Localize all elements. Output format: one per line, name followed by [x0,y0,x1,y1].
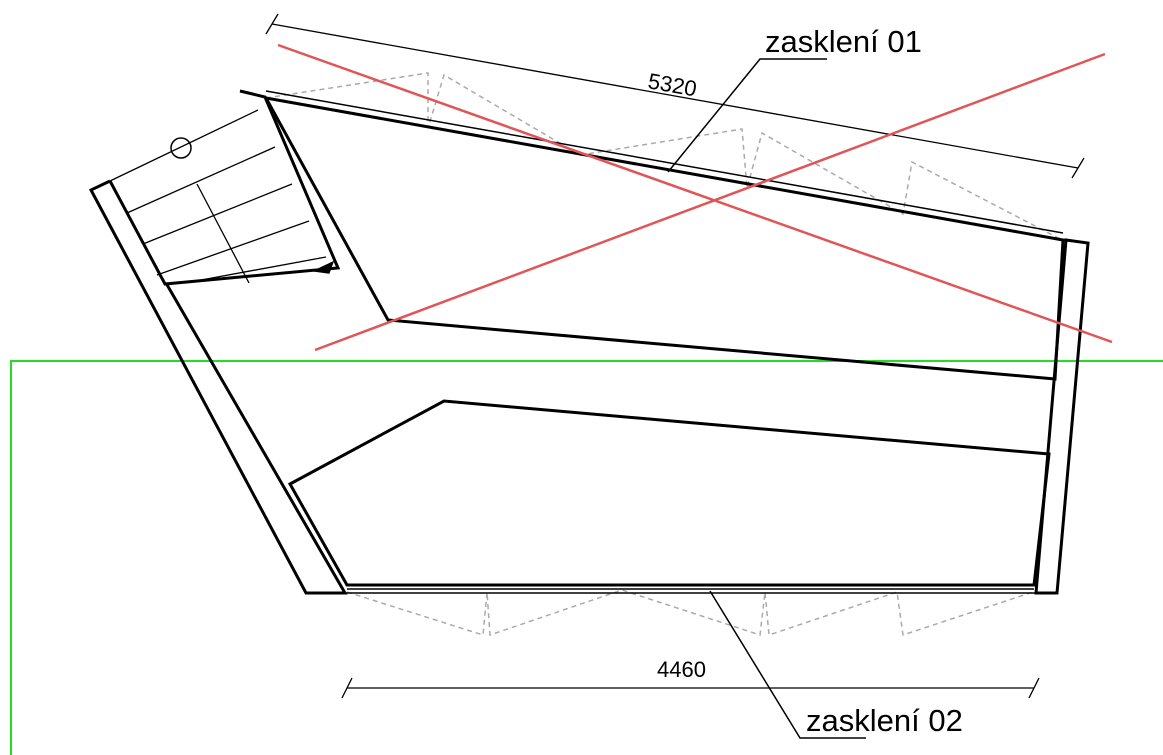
callout-glazing-02: zasklení 02 [709,590,963,739]
bottom-dimension: 4460 [341,657,1040,699]
callout-glazing-01: zasklení 01 [667,24,922,173]
boundary-line [10,360,1163,755]
hidden-lines [265,72,1063,637]
lower-opening [287,399,1051,594]
cross-out [277,43,1113,352]
right-wall [1034,238,1090,595]
glazing-01-label: zasklení 01 [765,24,922,59]
glazing-02-label: zasklení 02 [806,703,963,738]
bottom-dimension-value: 4460 [657,657,706,682]
stair [109,109,335,284]
stair-start-marker [170,137,192,159]
upper-opening [263,90,1065,381]
top-dimension-value: 5320 [646,68,699,101]
left-wall [88,89,348,595]
top-dimension: 5320 [265,13,1085,179]
